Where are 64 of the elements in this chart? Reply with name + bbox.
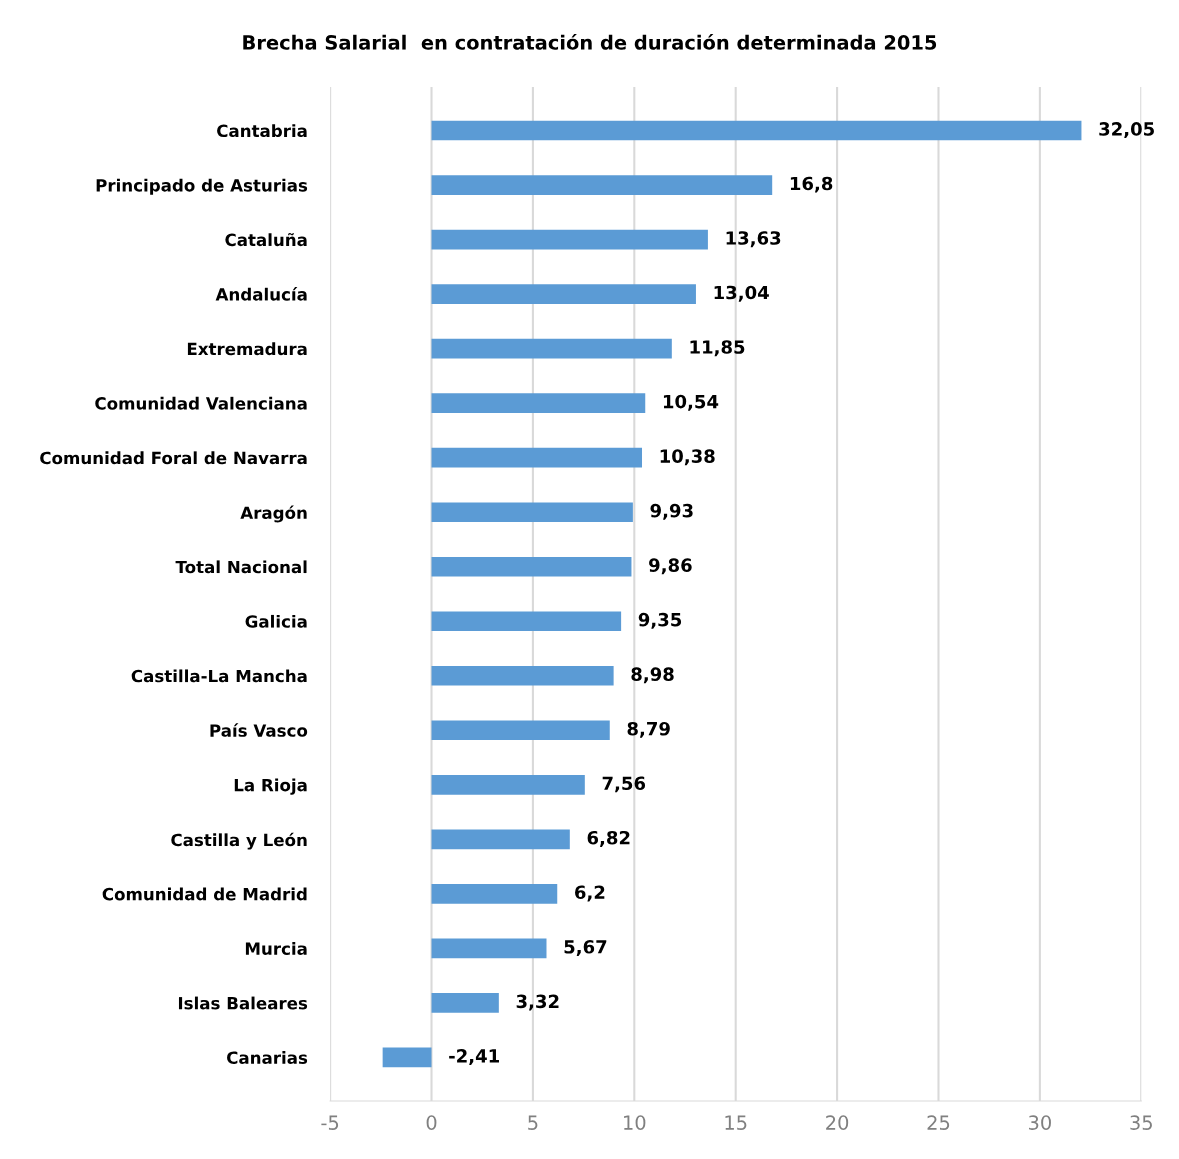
data-label: 9,35 bbox=[638, 612, 682, 629]
x-tick-label: -5 bbox=[321, 1115, 339, 1130]
bar bbox=[431, 447, 643, 468]
bar bbox=[431, 611, 622, 632]
y-tick-label: Extremadura bbox=[187, 342, 307, 356]
bar bbox=[431, 720, 610, 741]
bar bbox=[431, 393, 646, 413]
data-label: 10,54 bbox=[663, 394, 719, 411]
y-tick-label: Aragón bbox=[240, 505, 307, 523]
y-tick-label: Castilla y León bbox=[171, 832, 307, 850]
x-tick-label: 0 bbox=[426, 1115, 437, 1130]
data-label: 32,05 bbox=[1099, 122, 1154, 139]
y-tick-label: Principado de Asturias bbox=[96, 178, 308, 195]
bar bbox=[431, 120, 1082, 141]
data-label: 9,93 bbox=[650, 503, 693, 520]
bar bbox=[431, 884, 558, 904]
x-tick-label: 10 bbox=[624, 1115, 646, 1130]
y-tick-label: Total Nacional bbox=[175, 560, 307, 574]
data-label: 7,56 bbox=[602, 776, 646, 793]
x-tick-label: 5 bbox=[528, 1115, 538, 1130]
y-tick-label: Murcia bbox=[245, 942, 307, 955]
data-label: 13,63 bbox=[726, 231, 781, 248]
bar bbox=[431, 938, 547, 959]
x-tick-label: 15 bbox=[725, 1115, 747, 1130]
data-label: 16,8 bbox=[790, 176, 833, 193]
data-label: -2,41 bbox=[449, 1049, 499, 1065]
y-tick-label: País Vasco bbox=[210, 723, 308, 737]
bar bbox=[431, 665, 614, 686]
data-label: 13,04 bbox=[714, 285, 769, 302]
x-tick-label: 35 bbox=[1130, 1115, 1152, 1130]
data-label: 5,67 bbox=[564, 939, 607, 956]
data-label: 6,2 bbox=[575, 885, 605, 902]
y-tick-label: Canarias bbox=[227, 1051, 308, 1064]
y-tick-label: Comunidad Foral de Navarra bbox=[40, 451, 307, 465]
bar bbox=[431, 175, 773, 195]
data-label: 6,82 bbox=[587, 830, 630, 847]
data-label: 8,79 bbox=[627, 721, 670, 738]
bar bbox=[382, 1047, 432, 1068]
bar bbox=[431, 338, 672, 359]
y-tick-label: Andalucía bbox=[215, 287, 307, 301]
bar bbox=[431, 556, 632, 577]
x-tick-label: 20 bbox=[826, 1115, 849, 1130]
x-tick-label: 25 bbox=[927, 1115, 950, 1130]
y-tick-label: Castilla-La Mancha bbox=[131, 669, 307, 683]
y-tick-label: La Rioja bbox=[234, 778, 307, 795]
bar bbox=[431, 229, 708, 250]
bar bbox=[431, 829, 570, 850]
data-label: 8,98 bbox=[631, 667, 674, 684]
data-label: 10,38 bbox=[660, 449, 715, 466]
y-tick-label: Cantabria bbox=[217, 124, 307, 138]
bar bbox=[431, 502, 633, 523]
bar bbox=[431, 284, 696, 304]
data-label: 9,86 bbox=[649, 558, 692, 575]
data-label: 11,85 bbox=[690, 340, 745, 357]
y-tick-label: Islas Baleares bbox=[178, 996, 308, 1010]
bar bbox=[431, 775, 585, 795]
chart-title: Brecha Salarial en contratación de duración determinada 2015 bbox=[243, 33, 937, 50]
data-label: 3,32 bbox=[516, 994, 559, 1011]
y-tick-label: Galicia bbox=[245, 614, 307, 628]
y-tick-label: Cataluña bbox=[225, 232, 307, 247]
y-tick-label: Comunidad Valenciana bbox=[95, 396, 307, 410]
x-tick-label: 30 bbox=[1028, 1115, 1051, 1130]
y-tick-label: Comunidad de Madrid bbox=[102, 887, 307, 901]
bar bbox=[431, 993, 499, 1013]
